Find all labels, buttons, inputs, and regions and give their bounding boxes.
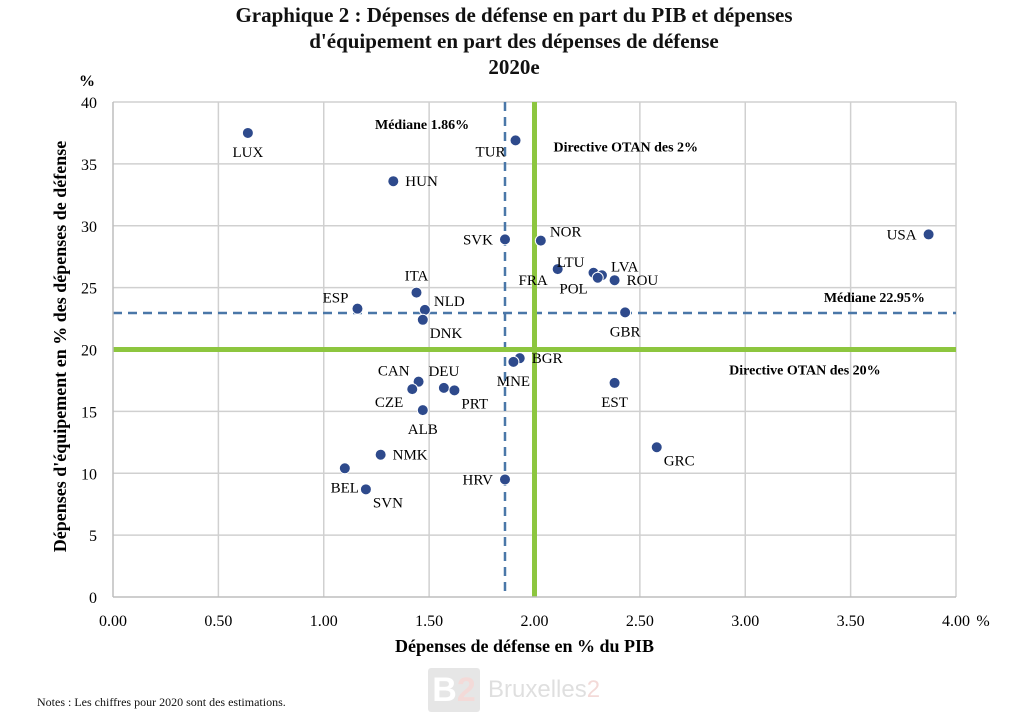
brand-name-number: 2 — [586, 676, 601, 703]
data-point-rou — [608, 274, 621, 287]
brand-name: Bruxelles2 — [488, 676, 600, 704]
y-tick-label: 40 — [81, 95, 97, 112]
data-points — [241, 126, 935, 496]
point-label-deu: DEU — [428, 364, 459, 380]
data-point-dnk — [416, 313, 429, 326]
point-label-pol: POL — [559, 282, 587, 298]
x-tick-label: 3.50 — [837, 613, 865, 630]
brand-name-text: Bruxelles — [488, 676, 587, 703]
point-label-rou: ROU — [627, 273, 659, 289]
x-tick-label: 2.00 — [521, 613, 549, 630]
x-tick-label: 1.50 — [415, 613, 443, 630]
point-label-nor: NOR — [550, 225, 582, 241]
point-label-ita: ITA — [405, 269, 429, 285]
axis-text: 0.00 0.50 1.00 1.50 2.00 2.50 3.00 3.50 4.00 0 5 10… — [50, 73, 990, 656]
data-point-cze — [406, 383, 419, 396]
logo-number: 2 — [456, 671, 476, 709]
point-label-mne: MNE — [497, 374, 530, 390]
reference-line-label: Médiane 22.95% — [824, 291, 925, 306]
y-unit-label: % — [79, 73, 95, 90]
reference-lines — [113, 102, 956, 597]
data-point-nld — [418, 303, 431, 316]
point-label-cze: CZE — [375, 395, 403, 411]
data-point-alb — [416, 404, 429, 417]
point-label-esp: ESP — [323, 291, 349, 307]
data-point-bel — [338, 462, 351, 475]
point-label-gbr: GBR — [610, 324, 641, 340]
point-label-bgr: BGR — [532, 351, 563, 367]
point-label-svn: SVN — [373, 495, 403, 511]
data-point-nmk — [374, 448, 387, 461]
reference-line-label: Directive OTAN des 2% — [554, 141, 699, 156]
point-label-bel: BEL — [331, 480, 359, 496]
data-point-usa — [922, 228, 935, 241]
brand-logo-mark: B2 — [428, 668, 480, 712]
data-point-hrv — [498, 473, 511, 486]
title-line-2: d'équipement en part des dépenses de déf… — [309, 29, 719, 53]
point-label-tur: TUR — [476, 144, 506, 160]
reference-line-label: Médiane 1.86% — [375, 118, 469, 133]
data-point-tur — [509, 134, 522, 147]
point-label-hun: HUN — [405, 174, 438, 190]
y-tick-label: 15 — [81, 404, 97, 421]
y-tick-label: 30 — [81, 219, 97, 236]
brand-watermark: B2 Bruxelles2 — [428, 668, 618, 714]
point-label-can: CAN — [378, 364, 410, 380]
point-label-lux: LUX — [232, 145, 263, 161]
data-point-pol — [591, 271, 604, 284]
point-label-grc: GRC — [664, 453, 695, 469]
y-tick-label: 20 — [81, 343, 97, 360]
data-point-svn — [359, 483, 372, 496]
x-tick-label: 2.50 — [626, 613, 654, 630]
point-label-hrv: HRV — [463, 472, 494, 488]
data-point-grc — [650, 441, 663, 454]
point-label-svk: SVK — [463, 232, 493, 248]
data-point-hun — [387, 175, 400, 188]
x-tick-label: 0.50 — [204, 613, 232, 630]
data-point-gbr — [619, 306, 632, 319]
data-point-esp — [351, 302, 364, 315]
point-label-alb: ALB — [408, 422, 438, 438]
point-label-dnk: DNK — [430, 326, 463, 342]
reference-line-label: Directive OTAN des 20% — [729, 363, 881, 378]
chart-note: Notes : Les chiffres pour 2020 sont des … — [37, 695, 286, 709]
y-tick-label: 10 — [81, 466, 97, 483]
x-tick-label: 4.00 — [942, 613, 970, 630]
point-label-nld: NLD — [434, 294, 465, 310]
x-unit-label: % — [976, 613, 989, 630]
y-tick-label: 25 — [81, 281, 97, 298]
point-label-usa: USA — [887, 227, 917, 243]
y-tick-label: 35 — [81, 157, 97, 174]
point-label-fra: FRA — [518, 273, 547, 289]
x-tick-label: 3.00 — [731, 613, 759, 630]
point-labels: Médiane 1.86% Médiane 22.95% Directive OTA… — [232, 118, 924, 511]
x-tick-label: 1.00 — [310, 613, 338, 630]
data-point-prt — [448, 384, 461, 397]
logo-letter: B — [432, 671, 457, 709]
data-point-fra — [551, 263, 564, 276]
data-point-lux — [241, 126, 254, 139]
title-line-1: Graphique 2 : Dépenses de défense en par… — [235, 3, 793, 27]
x-axis-title: Dépenses de défense en % du PIB — [395, 636, 654, 656]
point-label-est: EST — [601, 395, 628, 411]
axes — [112, 102, 956, 598]
y-tick-label: 0 — [89, 590, 97, 607]
x-tick-label: 0.00 — [99, 613, 127, 630]
data-point-nor — [534, 234, 547, 247]
point-label-ltu: LTU — [557, 255, 585, 271]
chart-title: Graphique 2 : Dépenses de défense en par… — [0, 2, 1028, 80]
y-axis-title: Dépenses d'équipement en % des dépenses … — [50, 141, 70, 553]
data-point-ita — [410, 286, 423, 299]
data-point-est — [608, 376, 621, 389]
y-tick-label: 5 — [89, 528, 97, 545]
point-label-nmk: NMK — [393, 448, 428, 464]
title-line-3: 2020e — [488, 55, 540, 79]
data-point-svk — [498, 233, 511, 246]
point-label-lva: LVA — [611, 259, 639, 275]
point-label-prt: PRT — [461, 396, 488, 412]
data-point-deu — [437, 381, 450, 394]
data-point-mne — [507, 355, 520, 368]
